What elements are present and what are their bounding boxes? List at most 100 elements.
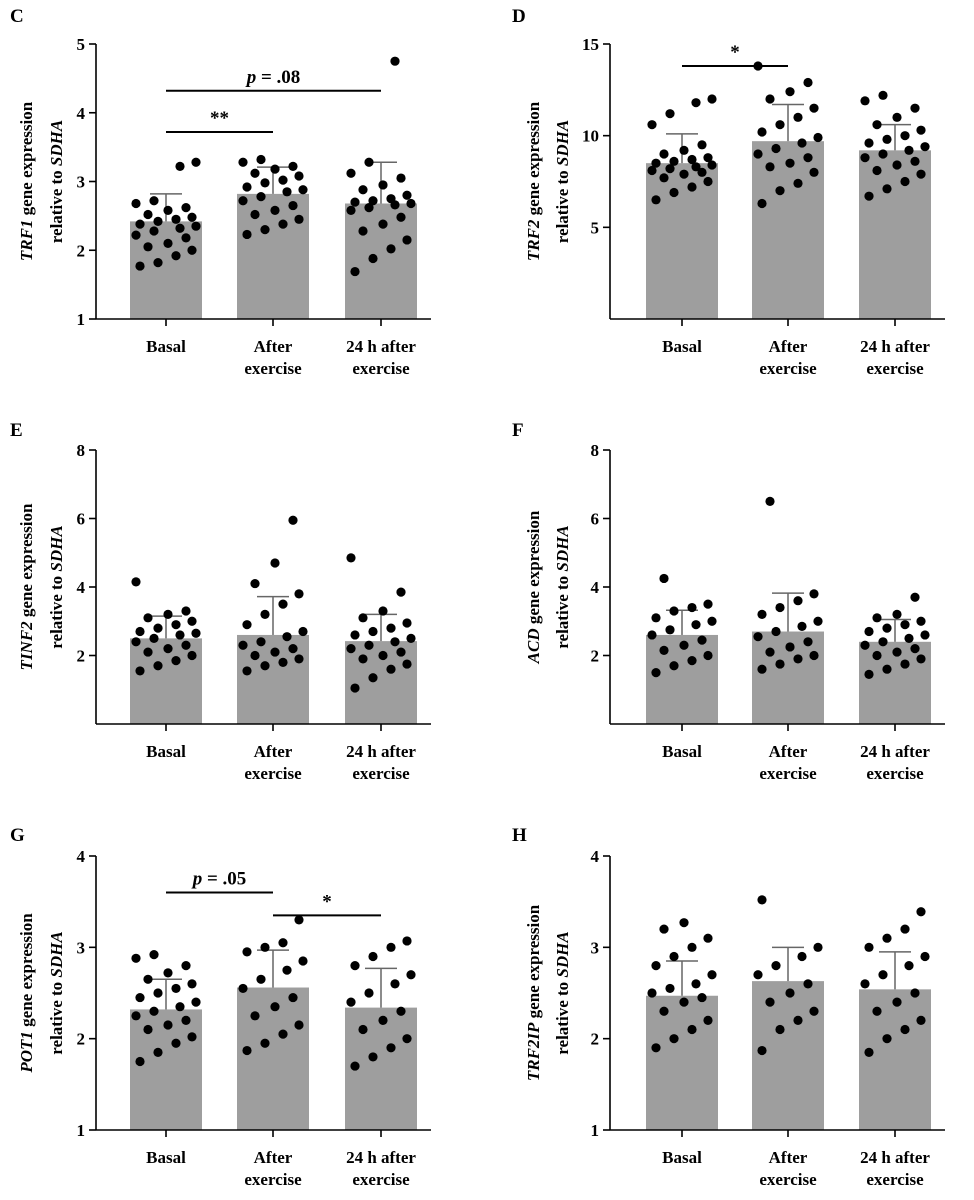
data-point: [270, 1002, 280, 1012]
data-point: [270, 205, 280, 215]
significance-label: **: [210, 108, 229, 129]
data-point: [878, 637, 888, 647]
data-point: [163, 238, 173, 248]
data-point: [288, 644, 298, 654]
data-point: [278, 219, 288, 229]
data-point: [191, 157, 201, 167]
data-point: [703, 933, 713, 943]
data-point: [757, 609, 767, 620]
data-point: [294, 915, 304, 925]
y-axis-label-prefix: relative to: [47, 572, 66, 649]
panel-letter: F: [512, 420, 524, 441]
x-category-label: exercise: [244, 764, 302, 783]
data-point: [390, 637, 400, 647]
data-point: [904, 145, 914, 155]
y-axis-label-prefix: relative to: [47, 166, 66, 243]
data-point: [135, 219, 145, 229]
data-point: [904, 633, 914, 643]
data-point: [350, 683, 360, 693]
significance-label: *: [730, 42, 740, 63]
data-point: [793, 654, 803, 664]
data-point: [775, 1024, 785, 1035]
data-point: [250, 1011, 260, 1021]
y-axis-label-line2: relative to SDHA: [553, 931, 572, 1054]
data-point: [278, 1029, 288, 1039]
y-axis-label: ACD gene expression: [524, 510, 543, 664]
data-point: [647, 988, 657, 998]
y-tick-label: 6: [591, 510, 600, 529]
data-point: [809, 103, 819, 113]
data-point: [175, 630, 185, 640]
data-point: [181, 233, 191, 243]
data-point: [765, 94, 775, 104]
y-axis-label-ref: SDHA: [553, 931, 572, 977]
data-point: [378, 219, 388, 229]
data-point: [765, 496, 775, 506]
data-point: [386, 194, 396, 204]
data-point: [260, 942, 270, 952]
data-point: [256, 974, 266, 984]
data-point: [669, 1034, 679, 1044]
data-point: [187, 245, 197, 255]
data-point: [135, 992, 145, 1003]
y-axis-label-gene: ACD: [524, 628, 543, 664]
chart-panel-g: G 1 2 3 4 Basal After exercise 24 h after exercis…: [10, 825, 431, 1189]
bar-2: [237, 987, 309, 1130]
data-point: [350, 197, 360, 207]
data-point: [785, 87, 795, 97]
data-point: [149, 196, 159, 206]
data-point: [785, 642, 795, 652]
data-point: [364, 640, 374, 650]
data-point: [757, 1045, 767, 1056]
data-point: [402, 936, 412, 946]
data-point: [364, 157, 374, 167]
y-axis-label-line2: relative to SDHA: [47, 525, 66, 648]
data-point: [163, 1020, 173, 1030]
data-point: [910, 644, 920, 654]
data-point: [864, 1047, 874, 1057]
data-point: [135, 626, 145, 637]
data-point: [402, 235, 412, 245]
data-point: [916, 169, 926, 179]
data-point: [256, 154, 266, 165]
data-point: [346, 997, 356, 1007]
y-axis-label-line2: relative to SDHA: [47, 931, 66, 1054]
data-point: [131, 637, 141, 647]
data-point: [757, 127, 767, 137]
data-point: [171, 656, 181, 666]
data-point: [669, 187, 679, 198]
data-point: [665, 625, 675, 635]
data-point: [288, 161, 298, 171]
data-point: [904, 961, 914, 971]
data-point: [665, 983, 675, 994]
data-point: [270, 647, 280, 657]
data-point: [386, 664, 396, 674]
data-point: [775, 659, 785, 669]
y-tick-label: 2: [77, 647, 86, 666]
data-point: [288, 200, 298, 211]
data-point: [809, 167, 819, 177]
data-point: [679, 640, 689, 650]
data-point: [386, 942, 396, 952]
y-tick-label: 2: [77, 1030, 86, 1049]
data-point: [143, 974, 153, 984]
bar-1: [130, 1009, 202, 1130]
data-point: [757, 664, 767, 674]
data-point: [242, 947, 252, 957]
data-point: [793, 112, 803, 122]
data-point: [288, 515, 298, 525]
y-axis-label-prefix: relative to: [47, 978, 66, 1055]
data-point: [771, 961, 781, 971]
data-point: [378, 606, 388, 616]
data-point: [679, 997, 689, 1007]
data-point: [153, 661, 163, 671]
y-axis-label-text: gene expression: [524, 904, 543, 1022]
data-point: [396, 173, 406, 183]
significance-label: p = .05: [191, 869, 247, 890]
data-point: [872, 1006, 882, 1016]
data-point: [651, 1043, 661, 1053]
x-category-label: 24 h after: [860, 337, 930, 356]
data-point: [153, 1047, 163, 1057]
data-point: [679, 918, 689, 928]
data-point: [368, 196, 378, 206]
